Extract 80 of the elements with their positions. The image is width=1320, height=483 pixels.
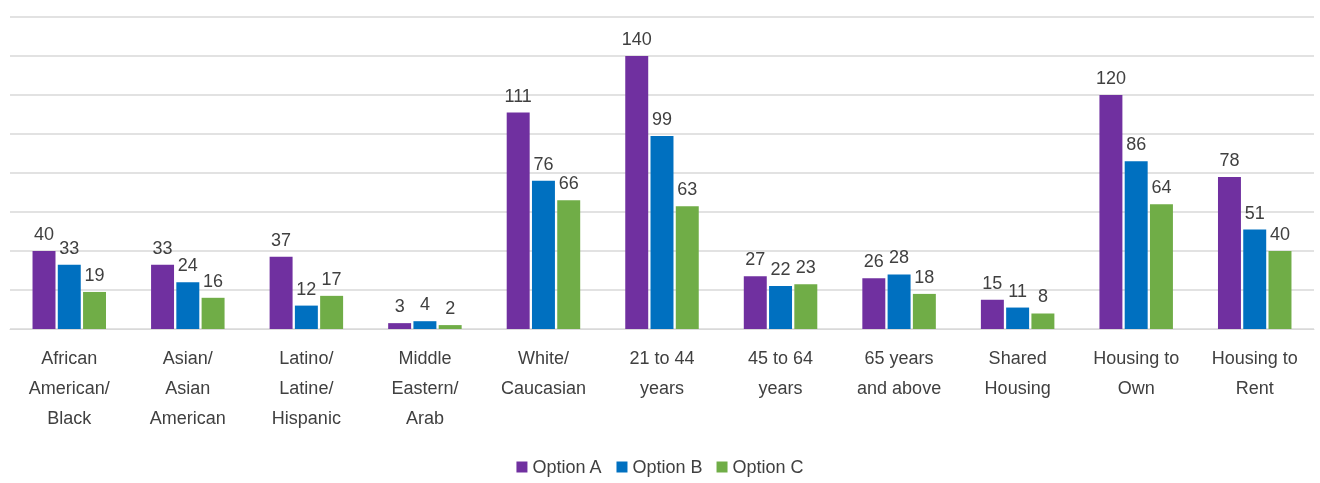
- bar: [1217, 176, 1241, 329]
- data-label: 66: [558, 173, 579, 194]
- bar: [1006, 307, 1030, 329]
- x-tick-label: Middle Eastern/ Arab: [391, 348, 459, 428]
- data-label: 40: [33, 224, 55, 244]
- bar: [980, 299, 1004, 329]
- bar: [269, 256, 293, 329]
- data-label: 86: [1126, 134, 1147, 155]
- bar: [176, 282, 200, 329]
- data-label: 18: [914, 266, 935, 287]
- data-label: 64: [1151, 177, 1172, 198]
- data-label: 8: [1037, 286, 1048, 307]
- bar: [438, 325, 462, 329]
- x-tick-label: Shared Housing: [984, 348, 1051, 398]
- data-label: 17: [321, 268, 342, 289]
- x-tick-label: Latino/ Latine/ Hispanic: [271, 348, 341, 428]
- x-tick-label: 65 years and above: [857, 348, 942, 398]
- bar: [83, 291, 107, 329]
- data-label: 76: [533, 153, 554, 174]
- bar: [1243, 229, 1267, 329]
- legend-label: Option A: [532, 457, 602, 477]
- bar: [887, 274, 911, 329]
- data-label: 15: [982, 272, 1003, 293]
- data-label: 111: [504, 85, 532, 106]
- bar: [1031, 313, 1055, 329]
- data-label: 40: [1269, 224, 1291, 244]
- data-label: 140: [621, 29, 652, 49]
- bar: [650, 135, 674, 329]
- data-label: 27: [745, 249, 766, 270]
- bar: [1099, 95, 1123, 329]
- bar: [151, 264, 175, 329]
- bar: [557, 200, 581, 329]
- x-tick-label: African American/ Black: [28, 348, 110, 428]
- data-label: 99: [651, 108, 673, 129]
- data-label: 33: [152, 237, 173, 258]
- data-label: 120: [1095, 68, 1126, 88]
- bar: [413, 321, 437, 329]
- x-tick-label: 21 to 44 years: [629, 348, 695, 398]
- bar: [794, 284, 818, 329]
- bar: [1149, 204, 1173, 329]
- x-tick-label: White/ Caucasian: [500, 348, 586, 398]
- data-label: 22: [770, 259, 791, 280]
- bar: [57, 264, 81, 329]
- data-label: 16: [203, 270, 224, 291]
- x-tick-label: Housing to Own: [1093, 348, 1180, 398]
- legend-label: Option B: [632, 457, 703, 477]
- data-label: 63: [677, 179, 698, 200]
- data-label: 4: [419, 294, 430, 315]
- bar: [625, 56, 649, 329]
- data-label: 19: [84, 264, 105, 285]
- bar: [1124, 161, 1148, 329]
- data-label: 24: [177, 255, 198, 276]
- data-label: 11: [1008, 280, 1027, 301]
- bar: [201, 297, 225, 329]
- bar: [531, 180, 555, 329]
- data-label: 33: [59, 237, 80, 258]
- bar: [862, 278, 886, 329]
- data-label: 37: [271, 229, 292, 250]
- bar: [912, 293, 936, 329]
- bar: [1268, 251, 1292, 329]
- bar: [743, 276, 767, 329]
- x-tick-label: Housing to Rent: [1211, 348, 1298, 398]
- bar: [675, 206, 699, 329]
- data-label: 26: [863, 251, 884, 272]
- legend-label: Option C: [732, 457, 804, 477]
- data-label: 3: [394, 296, 405, 317]
- data-label: 51: [1244, 202, 1265, 223]
- data-label: 28: [889, 247, 910, 268]
- data-label: 12: [296, 278, 317, 299]
- data-label: 23: [795, 257, 816, 278]
- x-tick-label: 45 to 64 years: [748, 348, 814, 398]
- data-label: 78: [1219, 149, 1240, 170]
- bar: [769, 286, 793, 329]
- x-tick-label: Asian/ Asian American: [149, 348, 226, 428]
- bar: [32, 251, 56, 329]
- bar: [294, 305, 318, 329]
- bar: [506, 112, 530, 329]
- bar: [388, 323, 412, 329]
- bar: [320, 295, 344, 329]
- data-label: 2: [445, 298, 456, 319]
